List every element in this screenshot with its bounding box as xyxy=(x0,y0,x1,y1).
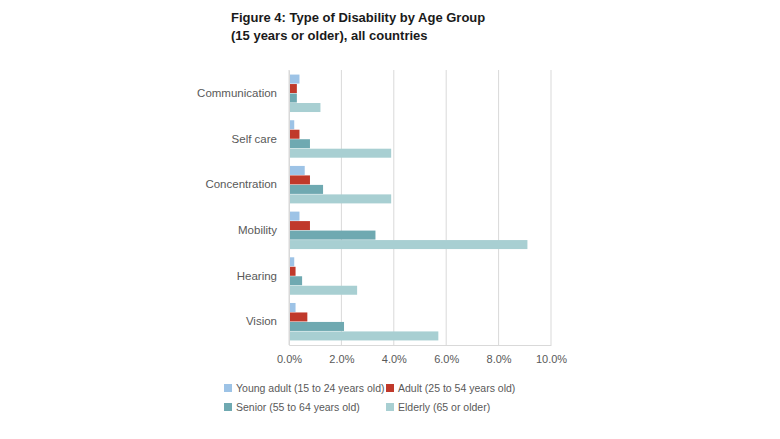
tick-label: 4.0% xyxy=(382,353,407,365)
bar xyxy=(289,139,310,148)
tick-label: Communication xyxy=(197,87,277,99)
bar xyxy=(289,322,344,331)
tick: 0.0% xyxy=(277,345,302,365)
bar xyxy=(289,166,305,175)
legend-swatch xyxy=(224,384,232,392)
grid-line xyxy=(393,70,394,345)
tick: Hearing xyxy=(237,270,289,282)
tick: 8.0% xyxy=(487,345,512,365)
tick-label: 8.0% xyxy=(487,353,512,365)
bar xyxy=(289,185,323,194)
bar xyxy=(289,103,320,112)
grid xyxy=(289,70,551,345)
tick: Mobility xyxy=(238,224,289,236)
legend-label: Elderly (65 or older) xyxy=(398,401,490,413)
tick: Self care xyxy=(232,133,289,145)
tick-label: Hearing xyxy=(237,270,277,282)
legend-item: Adult (25 to 54 years old) xyxy=(386,382,515,394)
tick-label: 6.0% xyxy=(434,353,459,365)
axis-line xyxy=(290,345,552,346)
tick: Vision xyxy=(246,315,289,327)
tick: 2.0% xyxy=(329,345,354,365)
legend-swatch xyxy=(386,403,394,411)
tick: 6.0% xyxy=(434,345,459,365)
bar xyxy=(289,276,302,285)
grid-line xyxy=(498,70,499,345)
legend-label: Senior (55 to 64 years old) xyxy=(236,401,360,413)
legend-item: Elderly (65 or older) xyxy=(386,401,490,413)
bar xyxy=(289,312,307,321)
title: Figure 4: Type of Disability by Age Grou… xyxy=(231,10,485,25)
bar xyxy=(289,231,375,240)
bar xyxy=(289,286,357,295)
grid-line xyxy=(289,70,290,345)
legend-item: Senior (55 to 64 years old) xyxy=(224,401,360,413)
bar xyxy=(289,221,310,230)
legend: Young adult (15 to 24 years old) Adult (2… xyxy=(224,382,515,413)
bar xyxy=(289,75,299,84)
tick-label: 0.0% xyxy=(277,353,302,365)
bar xyxy=(289,240,527,249)
tick-label: Vision xyxy=(246,315,277,327)
grid-line xyxy=(446,70,447,345)
legend-label: Young adult (15 to 24 years old) xyxy=(236,382,384,394)
tick: 10.0% xyxy=(536,345,567,365)
bar xyxy=(289,130,299,139)
legend-swatch xyxy=(224,403,232,411)
axis-line xyxy=(289,71,290,346)
tick: Concentration xyxy=(205,178,289,190)
tick-label: Mobility xyxy=(238,224,277,236)
bar xyxy=(289,212,299,221)
y-axis: Communication Self care Concentration Mobil… xyxy=(197,71,289,346)
bar xyxy=(289,194,391,203)
bar xyxy=(289,175,310,184)
bar xyxy=(289,149,391,158)
bar xyxy=(289,331,438,340)
x-axis: 0.0% 2.0% 4.0% 6.0% 8.0% 10.0% xyxy=(277,345,567,365)
tick-label: Concentration xyxy=(205,178,277,190)
legend-item: Young adult (15 to 24 years old) xyxy=(224,382,384,394)
tick-label: Self care xyxy=(232,133,277,145)
grid-line xyxy=(341,70,342,345)
tick-label: 2.0% xyxy=(329,353,354,365)
bar xyxy=(289,84,297,93)
tick: 4.0% xyxy=(382,345,407,365)
legend-swatch xyxy=(386,384,394,392)
subtitle: (15 years or older), all countries xyxy=(231,28,428,43)
chart: Figure 4: Type of Disability by Age Grou… xyxy=(0,0,780,439)
legend-label: Adult (25 to 54 years old) xyxy=(398,382,515,394)
bar xyxy=(289,94,297,103)
bars xyxy=(289,75,527,341)
grid-line xyxy=(551,70,552,345)
tick: Communication xyxy=(197,87,289,99)
tick-label: 10.0% xyxy=(536,353,567,365)
